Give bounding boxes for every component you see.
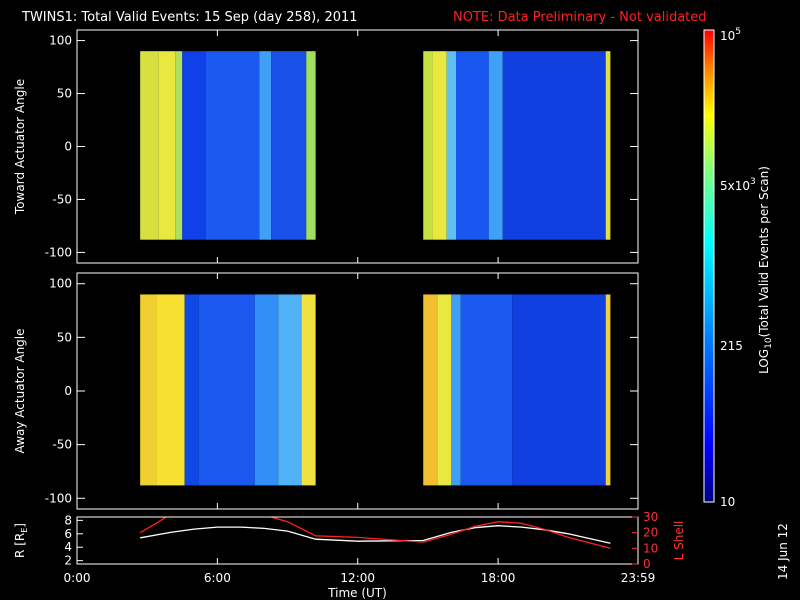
colorbar-tick-10: 10 — [720, 495, 735, 509]
heatmap-cell — [271, 51, 307, 240]
x-tick-label: 6:00 — [204, 571, 231, 585]
heatmap-cell — [158, 51, 176, 240]
heatmap-cell — [451, 294, 461, 486]
heatmap-cell — [184, 294, 199, 486]
heatmap-cell — [432, 51, 447, 240]
colorbar-tick-1e5: 105 — [720, 27, 741, 43]
y-axis-label: Toward Actuator Angle — [13, 79, 27, 215]
x-tick-label: 0:00 — [64, 571, 91, 585]
heatmap-cell — [423, 51, 433, 240]
heatmap-cell — [446, 51, 456, 240]
y-tick-label: 8 — [64, 513, 72, 527]
x-tick-label: 23:59 — [621, 571, 656, 585]
heatmap-cell — [605, 294, 611, 486]
colorbar-label: LOG10(Total Valid Events per Scan) — [757, 166, 774, 374]
heatmap-cell — [278, 294, 302, 486]
heatmap-cell — [502, 51, 606, 240]
y-tick-label: 50 — [57, 330, 72, 344]
heatmap-cell — [301, 294, 316, 486]
y-tick-label: -100 — [45, 245, 72, 259]
y2-tick-label: 0 — [643, 557, 651, 571]
y-axis-label: R [RE] — [13, 523, 29, 558]
date-stamp: 14 Jun 12 — [776, 523, 790, 580]
y2-tick-label: 20 — [643, 526, 658, 540]
heatmap-cell — [254, 294, 279, 486]
heatmap-panel-top: 100 50 0 -50 -100 Toward Actuator Angle — [13, 29, 639, 264]
heatmap-cell — [175, 51, 183, 240]
y-tick-label: 4 — [64, 540, 72, 554]
heatmap-cell — [140, 51, 159, 240]
preliminary-note: NOTE: Data Preliminary - Not validated — [453, 10, 707, 25]
y-tick-label: -100 — [45, 491, 72, 505]
heatmap-cell — [140, 294, 157, 486]
y-axis-label: Away Actuator Angle — [13, 328, 27, 453]
x-tick-label: 12:00 — [340, 571, 375, 585]
heatmap-cell — [512, 294, 606, 486]
heatmap-cell — [259, 51, 272, 240]
y-tick-label: 0 — [64, 140, 72, 154]
y-tick-label: -50 — [52, 438, 72, 452]
y-tick-label: 6 — [64, 527, 72, 541]
plot-frame — [76, 516, 639, 565]
heatmap-cell — [605, 51, 611, 240]
r-distance-line — [140, 525, 611, 544]
chart-title: TWINS1: Total Valid Events: 15 Sep (day … — [21, 10, 358, 25]
x-tick-label: 18:00 — [481, 571, 516, 585]
heatmap-cell — [198, 294, 255, 486]
heatmap-cell — [488, 51, 503, 240]
heatmap-cell — [437, 294, 452, 486]
y2-axis-label: L Shell — [672, 521, 686, 561]
colorbar-tick-5e3: 5x103 — [720, 177, 756, 193]
heatmap-panel-middle: 100 50 0 -50 -100 Away Actuator Angle — [13, 272, 639, 510]
heatmap-cell — [455, 51, 489, 240]
y-tick-label: 2 — [64, 554, 72, 568]
heatmap-cell — [156, 294, 185, 486]
y2-tick-label: 30 — [643, 510, 658, 524]
heatmap-cell — [205, 51, 260, 240]
x-axis-label: Time (UT) — [327, 586, 387, 600]
y-tick-label: 0 — [64, 384, 72, 398]
heatmap-cell — [423, 294, 438, 486]
y-tick-label: 100 — [49, 34, 72, 48]
heatmap-cell — [182, 51, 206, 240]
colorbar-ticks: 10 215 5x103 105 — [720, 27, 756, 509]
l-shell-line — [139, 517, 611, 549]
heatmap-cell — [306, 51, 316, 240]
y-tick-label: 50 — [57, 87, 72, 101]
y-tick-label: 100 — [49, 277, 72, 291]
y-tick-label: -50 — [52, 192, 72, 206]
colorbar-tick-215: 215 — [720, 339, 743, 353]
heatmap-cell — [460, 294, 513, 486]
y2-tick-label: 10 — [643, 541, 658, 555]
colorbar — [703, 29, 715, 503]
